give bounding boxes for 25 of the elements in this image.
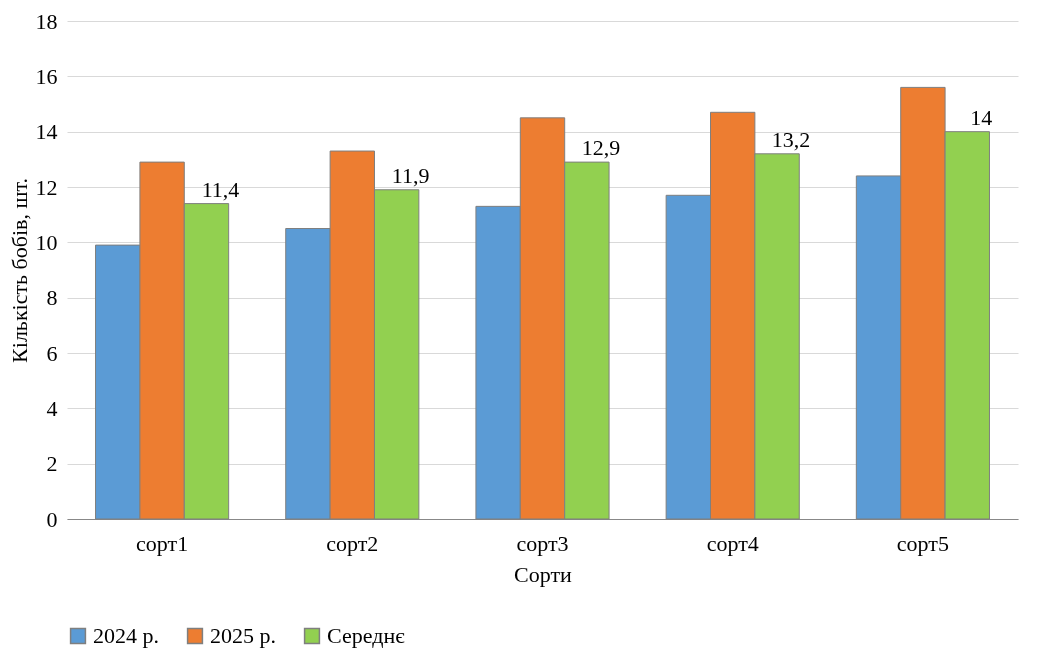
data-label: 11,9 xyxy=(391,162,430,188)
data-label: 14 xyxy=(970,104,993,130)
y-tick-label: 12 xyxy=(35,174,58,200)
y-tick-label: 14 xyxy=(35,119,58,145)
y-tick-label: 10 xyxy=(35,229,58,255)
y-tick-label: 4 xyxy=(46,395,58,421)
y-tick-label: 0 xyxy=(46,506,58,532)
legend-label: Середнє xyxy=(327,623,406,648)
x-tick-label: сорт3 xyxy=(516,530,569,556)
y-axis-title: Кількість бобів, шт. xyxy=(6,178,32,363)
x-tick-label: сорт2 xyxy=(326,530,379,556)
legend-label: 2024 р. xyxy=(93,623,159,648)
y-tick-label: 8 xyxy=(46,285,58,311)
y-tick-label: 2 xyxy=(46,451,58,477)
y-tick-label: 16 xyxy=(35,63,58,89)
x-axis-title: Сорти xyxy=(514,561,573,587)
y-tick-label: 6 xyxy=(46,340,58,366)
legend-label: 2025 р. xyxy=(210,623,276,648)
x-tick-label: сорт5 xyxy=(896,530,949,556)
data-label: 12,9 xyxy=(581,135,621,161)
data-label: 11,4 xyxy=(201,176,240,202)
data-label: 13,2 xyxy=(771,126,811,152)
x-tick-label: сорт4 xyxy=(706,530,759,556)
y-tick-label: 18 xyxy=(35,8,58,34)
x-tick-label: сорт1 xyxy=(136,530,189,556)
